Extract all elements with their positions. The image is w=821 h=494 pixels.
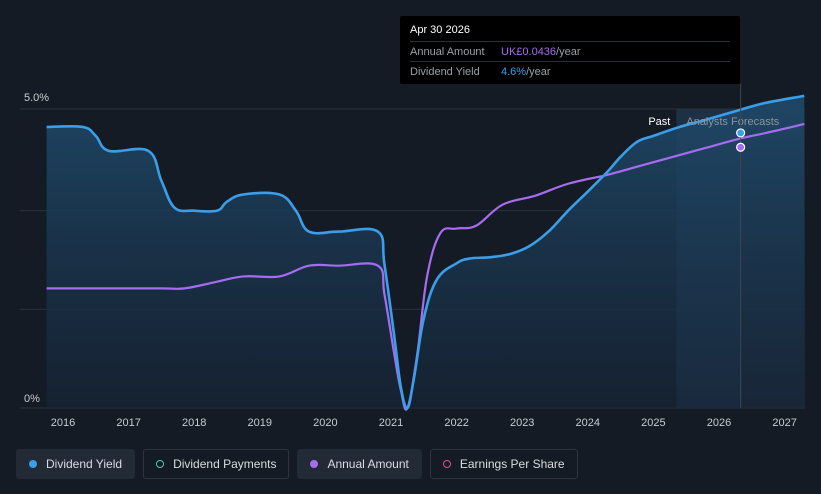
tooltip-value: 4.6%	[501, 66, 527, 78]
tooltip-value: UK£0.0436	[501, 46, 557, 58]
x-tick-label: 2023	[510, 417, 534, 429]
chart-canvas: 0% 5.0% 2016 2017 2018 2019 2020 2021 2022 2023 20…	[20, 84, 805, 429]
legend-dividend-yield-button[interactable]: Dividend Yield	[16, 449, 136, 479]
x-tick-label: 2016	[51, 417, 75, 429]
earnings-per-share-ring-icon	[442, 460, 451, 468]
forecast-label: Analysts Forecasts	[686, 116, 779, 128]
tooltip-label: Annual Amount	[410, 46, 485, 58]
y-tick-label: 0%	[24, 393, 40, 405]
dividend-yield-line	[46, 94, 805, 410]
dividend-yield-area	[46, 95, 805, 409]
highlight-point	[736, 128, 746, 138]
y-tick-label: 5.0%	[24, 92, 49, 104]
legend-label: Earnings Per Share	[459, 457, 565, 471]
annual-amount-dot-icon	[310, 460, 319, 468]
x-tick-label: 2025	[641, 417, 665, 429]
x-tick-label: 2026	[707, 417, 731, 429]
tooltip-row-annual-amount: Annual Amount UK£0.0436 /year	[410, 41, 730, 59]
tooltip-unit: /year	[526, 66, 551, 78]
x-tick-label: 2020	[313, 417, 337, 429]
x-tick-label: 2022	[444, 417, 468, 429]
legend-annual-amount-button[interactable]: Annual Amount	[297, 449, 422, 479]
x-tick-label: 2017	[116, 417, 140, 429]
dividend-yield-dot-icon	[29, 460, 37, 468]
highlight-point	[736, 142, 746, 152]
tooltip-row-dividend-yield: Dividend Yield 4.6% /year	[410, 61, 730, 79]
dividend-payments-ring-icon	[156, 460, 165, 468]
x-tick-label: 2024	[576, 417, 600, 429]
chart-tooltip: Apr 30 2026 Annual Amount UK£0.0436 /yea…	[400, 16, 740, 84]
x-tick-label: 2019	[248, 417, 272, 429]
past-label: Past	[648, 116, 670, 128]
x-tick-label: 2021	[379, 417, 403, 429]
legend-label: Annual Amount	[327, 457, 409, 471]
x-tick-label: 2027	[772, 417, 796, 429]
x-tick-label: 2018	[182, 417, 206, 429]
legend-earnings-per-share-button[interactable]: Earnings Per Share	[429, 449, 578, 479]
legend-dividend-payments-button[interactable]: Dividend Payments	[143, 449, 290, 479]
tooltip-date: Apr 30 2026	[410, 24, 470, 36]
legend-label: Dividend Payments	[173, 457, 277, 471]
tooltip-label: Dividend Yield	[410, 66, 480, 78]
legend-label: Dividend Yield	[46, 457, 123, 471]
chart-legend: Dividend Yield Dividend Payments Annual …	[16, 449, 578, 479]
tooltip-unit: /year	[556, 46, 581, 58]
